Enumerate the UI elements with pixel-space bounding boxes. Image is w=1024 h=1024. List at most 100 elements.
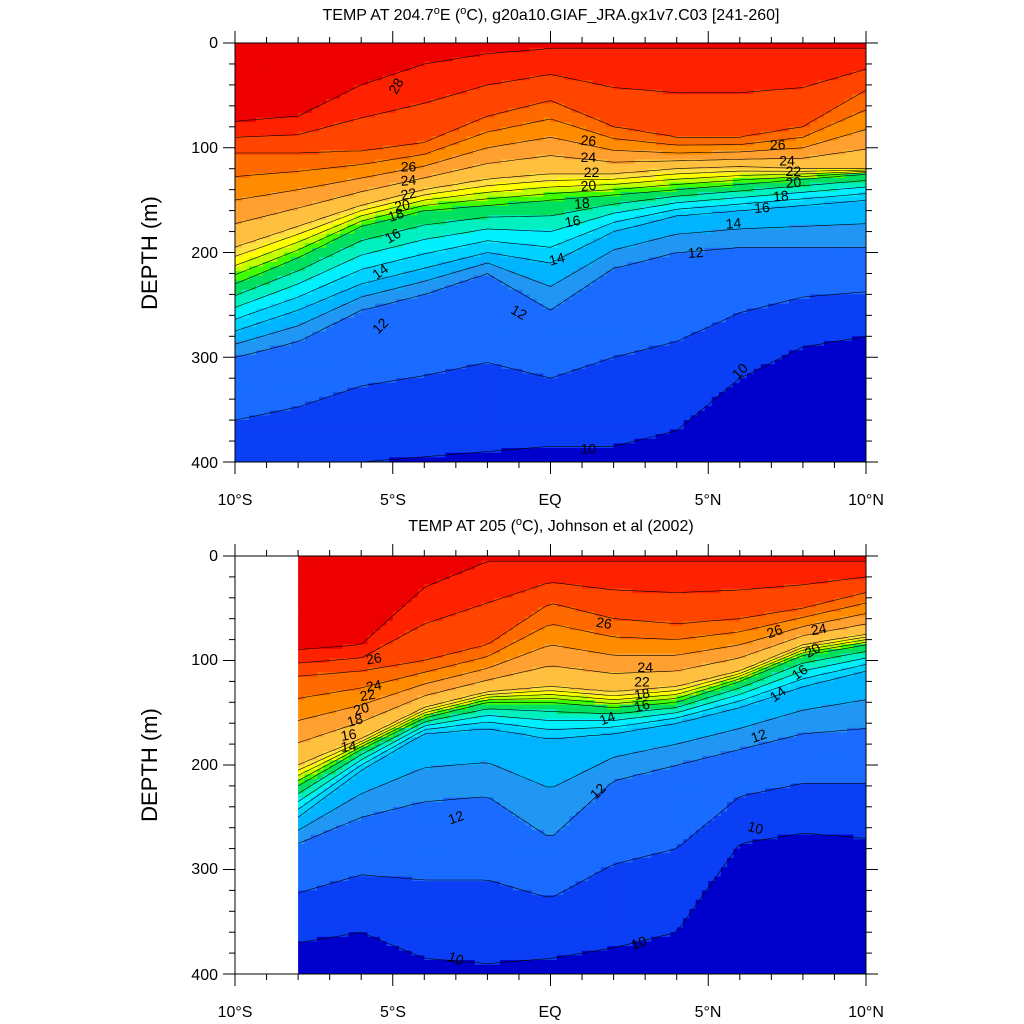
contour-fill-cell [494, 224, 503, 230]
contour-fill-cell [403, 103, 411, 109]
contour-fill-cell [578, 210, 587, 216]
contour-fill-cell [480, 243, 488, 249]
contour-fill-cell [536, 131, 545, 137]
contour-fill-cell [473, 131, 481, 137]
contour-fill-cell [375, 364, 383, 370]
contour-fill-cell [550, 47, 559, 53]
contour-fill-cell [291, 243, 299, 249]
contour-fill-cell [487, 210, 496, 216]
contour-fill-cell [438, 94, 446, 100]
contour-fill-cell [382, 345, 390, 351]
contour-fill-cell [487, 420, 496, 426]
contour-fill-cell [557, 131, 566, 137]
contour-fill-cell [298, 415, 306, 421]
contour-fill-cell [459, 261, 467, 268]
contour-fill-cell [592, 173, 601, 179]
contour-fill-cell [424, 303, 432, 309]
contour-fill-cell [564, 187, 573, 193]
contour-fill-cell [599, 285, 608, 291]
contour-fill-cell [571, 396, 580, 403]
contour-fill-cell [466, 61, 474, 67]
contour-fill-cell [592, 429, 601, 435]
contour-fill-cell [466, 410, 474, 417]
contour-fill-cell [613, 275, 622, 282]
contour-fill-cell [298, 275, 306, 282]
contour-fill-cell [277, 424, 285, 431]
contour-fill-cell [508, 340, 517, 347]
contour-fill-cell [277, 173, 285, 179]
contour-fill-cell [459, 373, 467, 379]
contour-fill-cell [368, 448, 376, 454]
contour-fill-cell [396, 289, 404, 295]
contour-fill-cell [375, 243, 383, 249]
contour-fill-cell [249, 345, 257, 351]
contour-fill-cell [326, 108, 334, 114]
contour-fill-cell [592, 117, 601, 123]
contour-fill-cell [438, 368, 446, 375]
contour-fill-cell [445, 94, 453, 100]
contour-fill-cell [361, 354, 369, 361]
contour-fill-cell [431, 410, 439, 417]
contour-fill-cell [270, 84, 278, 91]
contour-fill-cell [263, 261, 271, 268]
contour-fill-cell [480, 168, 488, 174]
contour-fill-cell [291, 326, 299, 333]
contour-fill-cell [340, 443, 348, 449]
contour-fill-cell [466, 452, 474, 458]
contour-fill-cell [599, 299, 608, 305]
contour-fill-cell [473, 191, 481, 198]
contour-fill-cell [522, 154, 531, 160]
contour-fill-cell [585, 336, 594, 342]
contour-fill-cell [417, 443, 425, 449]
contour-fill-cell [550, 308, 559, 314]
contour-fill-cell [277, 387, 285, 393]
contour-fill-cell [487, 373, 496, 379]
contour-fill-cell [592, 457, 601, 462]
contour-fill-cell [431, 289, 439, 295]
contour-fill-cell [319, 201, 327, 207]
contour-fill-cell [613, 252, 622, 258]
contour-fill-cell [459, 313, 467, 319]
contour-fill-cell [543, 247, 552, 254]
contour-fill-cell [613, 261, 622, 268]
contour-fill-cell [396, 205, 404, 212]
contour-fill-cell [459, 187, 467, 193]
contour-fill-cell [333, 159, 341, 165]
contour-fill-cell [361, 359, 369, 365]
contour-fill-cell [578, 359, 587, 365]
contour-fill-cell [557, 257, 566, 263]
contour-fill-cell [389, 285, 397, 291]
contour-fill-cell [550, 140, 559, 147]
contour-fill-cell [417, 387, 425, 393]
contour-fill-cell [312, 215, 320, 221]
contour-fill-cell [389, 196, 397, 202]
contour-fill-cell [396, 196, 404, 202]
contour-fill-cell [529, 257, 538, 263]
contour-fill-cell [452, 410, 460, 417]
contour-fill-cell [571, 66, 580, 72]
contour-fill-cell [536, 187, 545, 193]
contour-fill-cell [431, 322, 439, 328]
contour-fill-cell [480, 429, 488, 435]
contour-fill-cell [396, 136, 404, 142]
contour-fill-cell [487, 299, 496, 305]
contour-fill-cell [459, 415, 467, 421]
contour-fill-cell [585, 401, 594, 407]
contour-fill-cell [494, 322, 503, 328]
contour-fill-cell [291, 210, 299, 216]
contour-fill-cell [340, 243, 348, 249]
contour-fill-cell [550, 317, 559, 323]
contour-fill-cell [368, 457, 376, 462]
contour-fill-cell [277, 336, 285, 342]
contour-fill-cell [508, 452, 517, 458]
contour-fill-cell [375, 140, 383, 147]
contour-fill-cell [578, 438, 587, 444]
contour-fill-cell [263, 117, 271, 123]
contour-fill-cell [417, 215, 425, 221]
contour-fill-cell [347, 201, 355, 207]
contour-fill-cell [536, 252, 545, 258]
contour-fill-cell [340, 70, 348, 77]
contour-fill-cell [599, 98, 608, 105]
contour-fill-cell [487, 89, 496, 95]
contour-fill-cell [361, 443, 369, 449]
